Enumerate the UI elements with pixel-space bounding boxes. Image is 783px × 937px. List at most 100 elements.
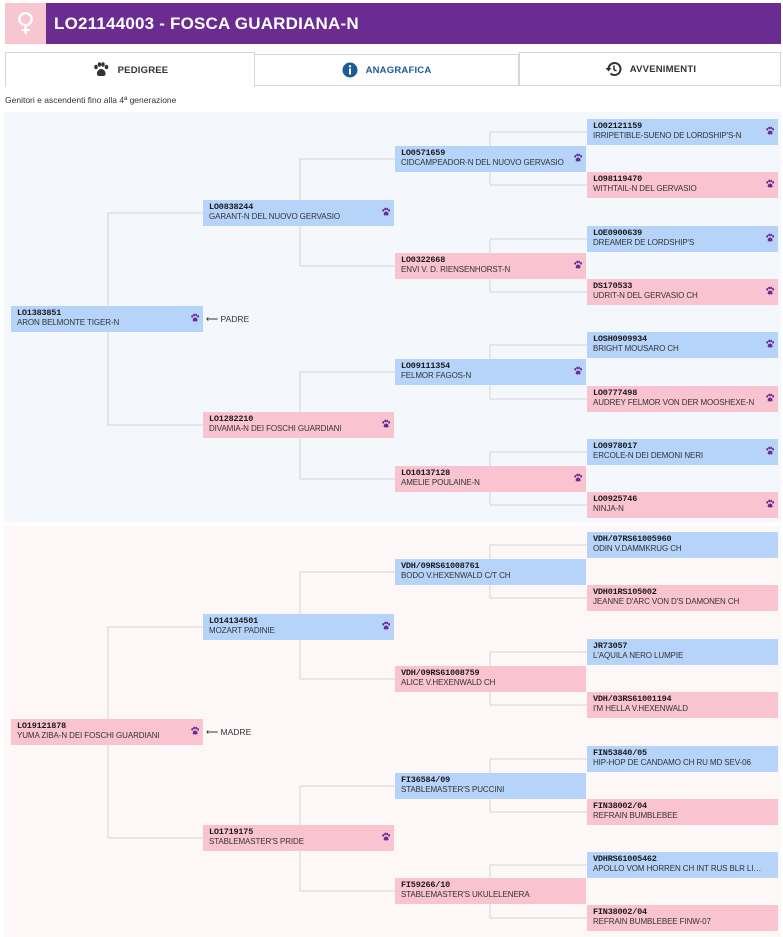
dog-name: L'AQUILA NERO LUMPIE [593,651,684,660]
pedigree-ancestor-mpmp[interactable]: JR73057 L'AQUILA NERO LUMPIE [587,639,778,665]
dog-registration-code: LO0978017 [593,441,638,451]
mother-relation-label: ⟵ MADRE [206,727,252,737]
pedigree-ancestor-mpmm[interactable]: VDH/03RS61001194 I'M HELLA V.HEXENWALD [587,692,778,718]
pedigree-great-grandparent-mpp[interactable]: VDH/09RS61008761 BODO V.HEXENWALD C/T CH [395,559,586,585]
paw-icon[interactable] [765,283,775,295]
pedigree-paternal-grandfather[interactable]: LO0838244 GARANT-N DEL NUOVO GERVASIO [203,200,394,226]
pedigree-great-grandparent-mpm[interactable]: VDH/09RS61008759 ALICE V.HEXENWALD CH [395,666,586,692]
tab-anagrafica-label: ANAGRAFICA [365,64,432,76]
tab-anagrafica[interactable]: ANAGRAFICA [255,54,519,86]
pedigree-father[interactable]: LO1383851 ARON BELMONTE TIGER-N [11,306,203,332]
dog-name: STABLEMASTER'S PRIDE [209,837,304,846]
dog-registration-code: LO09111354 [401,361,451,371]
dog-registration-code: LO0571659 [401,148,446,158]
pedigree-mother[interactable]: LO19121878 YUMA ZIBA-N DEI FOSCHI GUARDIA… [11,719,203,745]
dog-registration-code: LO1383851 [17,308,62,318]
paw-icon[interactable] [381,829,391,841]
paw-icon[interactable] [381,618,391,630]
dog-registration-code: FIN38002/04 [593,801,647,811]
dog-registration-code: VDHRS61005462 [593,854,657,864]
pedigree-great-grandparent-pmm[interactable]: LO10137128 AMELIE POULAINE-N [395,466,586,492]
dog-name: APOLLO VOM HORREN CH INT RUS BLR LIT UK.… [593,864,772,873]
dog-name: ARON BELMONTE TIGER-N [17,318,120,327]
tab-pedigree-label: PEDIGREE [117,64,169,76]
dog-name: UDRIT-N DEL GERVASIO CH [593,291,698,300]
paw-icon[interactable] [765,443,775,455]
dog-name: ERCOLE-N DEI DEMONI NERI [593,451,704,460]
dog-name: REFRAIN BUMBLEBEE [593,811,678,820]
pedigree-ancestor-mmpm[interactable]: FIN38002/04 REFRAIN BUMBLEBEE [587,799,778,825]
paw-icon[interactable] [381,204,391,216]
tab-avvenimenti[interactable]: AVVENIMENTI [519,52,781,86]
dog-name: DIVAMIA-N DEI FOSCHI GUARDIANI [209,424,342,433]
dog-name: FELMOR FAGOS-N [401,371,472,380]
tab-divider [255,85,781,86]
pedigree-great-grandparent-mmp[interactable]: FI36584/09 STABLEMASTER'S PUCCINI [395,773,586,799]
paw-icon[interactable] [765,123,775,135]
page-title: LO21144003 - FOSCA GUARDIANA-N [54,14,359,33]
paw-icon[interactable] [381,416,391,428]
dog-name: WITHTAIL-N DEL GERVASIO [593,184,697,193]
dog-name: JEANNE D'ARC VON D'S DAMONEN CH [593,597,740,606]
pedigree-ancestor-ppmp[interactable]: LOE0900639 DREAMER DE LORDSHIP'S [587,226,778,252]
paw-icon[interactable] [573,257,583,269]
dog-registration-code: VDH/03RS61001194 [593,694,672,704]
dog-registration-code: LO19121878 [17,721,67,731]
dog-registration-code: FI59266/10 [401,880,451,890]
tab-pedigree[interactable]: PEDIGREE [5,52,255,87]
pedigree-ancestor-pmmp[interactable]: LO0978017 ERCOLE-N DEI DEMONI NERI [587,439,778,465]
paw-icon[interactable] [765,390,775,402]
pedigree-ancestor-mppm[interactable]: VDH01RS105002 JEANNE D'ARC VON D'S DAMONE… [587,585,778,611]
pedigree-ancestor-pppp[interactable]: LO02121159 IRRIPETIBLE-SUENO DE LORDSHIP'… [587,119,778,145]
dog-registration-code: LO14134501 [209,616,259,626]
dog-name: AMELIE POULAINE-N [401,478,480,487]
pedigree-subtitle: Genitori e ascendenti fino alla 4ª gener… [5,95,177,105]
dog-registration-code: LO0777498 [593,388,638,398]
pedigree-maternal-grandfather[interactable]: LO14134501 MOZART PADINIE [203,614,394,640]
pedigree-maternal-grandmother[interactable]: LO1719175 STABLEMASTER'S PRIDE [203,825,394,851]
pedigree-ancestor-mppp[interactable]: VDH/07RS61005960 ODIN V.DAMMKRUG CH [587,532,778,558]
dog-name: AUDREY FELMOR VON DER MOOSHEXE-N [593,398,755,407]
dog-registration-code: DS170533 [593,281,633,291]
pedigree-ancestor-ppmm[interactable]: DS170533 UDRIT-N DEL GERVASIO CH [587,279,778,305]
pedigree-paternal-grandmother[interactable]: LO1282210 DIVAMIA-N DEI FOSCHI GUARDIANI [203,412,394,438]
dog-registration-code: LO0838244 [209,202,254,212]
paw-icon[interactable] [573,150,583,162]
dog-registration-code: FI36584/09 [401,775,451,785]
dog-name: GARANT-N DEL NUOVO GERVASIO [209,212,340,221]
pedigree-ancestor-mmpp[interactable]: FIN53840/05 HIP-HOP DE CANDAMO CH RU MD S… [587,746,778,772]
paw-icon[interactable] [765,230,775,242]
dog-name: ALICE V.HEXENWALD CH [401,678,496,687]
paw-icon [92,62,110,78]
pedigree-great-grandparent-ppm[interactable]: LO0322668 ENVI V. D. RIENSENHORST-N [395,253,586,279]
dog-registration-code: VDH01RS105002 [593,587,657,597]
pedigree-ancestor-pmmm[interactable]: LO0925746 NINJA-N [587,492,778,518]
dog-name: STABLEMASTER'S UKULELENERA [401,890,530,899]
pedigree-ancestor-pmpm[interactable]: LO0777498 AUDREY FELMOR VON DER MOOSHEXE-… [587,386,778,412]
pedigree-great-grandparent-mmm[interactable]: FI59266/10 STABLEMASTER'S UKULELENERA [395,878,586,904]
paw-icon[interactable] [765,496,775,508]
dog-name: ODIN V.DAMMKRUG CH [593,544,682,553]
pedigree-ancestor-pmpp[interactable]: LOSH0909934 BRIGHT MOUSARO CH [587,332,778,358]
pedigree-ancestor-pppm[interactable]: LO98119470 WITHTAIL-N DEL GERVASIO [587,172,778,198]
paw-icon[interactable] [573,363,583,375]
paw-icon[interactable] [765,176,775,188]
dog-registration-code: LOE0900639 [593,228,643,238]
dog-registration-code: LO02121159 [593,121,643,131]
dog-name: REFRAIN BUMBLEBEE FINW-07 [593,917,711,926]
dog-registration-code: LO98119470 [593,174,643,184]
pedigree-great-grandparent-pmp[interactable]: LO09111354 FELMOR FAGOS-N [395,359,586,385]
dog-name: IRRIPETIBLE-SUENO DE LORDSHIP'S-N [593,131,742,140]
dog-registration-code: LO1719175 [209,827,254,837]
father-relation-label: ⟵ PADRE [206,314,250,324]
paw-icon[interactable] [765,336,775,348]
dog-name: DREAMER DE LORDSHIP'S [593,238,695,247]
pedigree-ancestor-mmmp[interactable]: VDHRS61005462 APOLLO VOM HORREN CH INT RU… [587,852,778,878]
dog-name: BRIGHT MOUSARO CH [593,344,679,353]
pedigree-great-grandparent-ppp[interactable]: LO0571659 CIDCAMPEADOR-N DEL NUOVO GERVAS… [395,146,586,172]
pedigree-ancestor-mmmm[interactable]: FIN38002/04 REFRAIN BUMBLEBEE FINW-07 [587,905,778,931]
tab-avvenimenti-label: AVVENIMENTI [629,63,697,75]
paw-icon[interactable] [573,470,583,482]
paw-icon[interactable] [190,310,200,322]
paw-icon[interactable] [190,723,200,735]
